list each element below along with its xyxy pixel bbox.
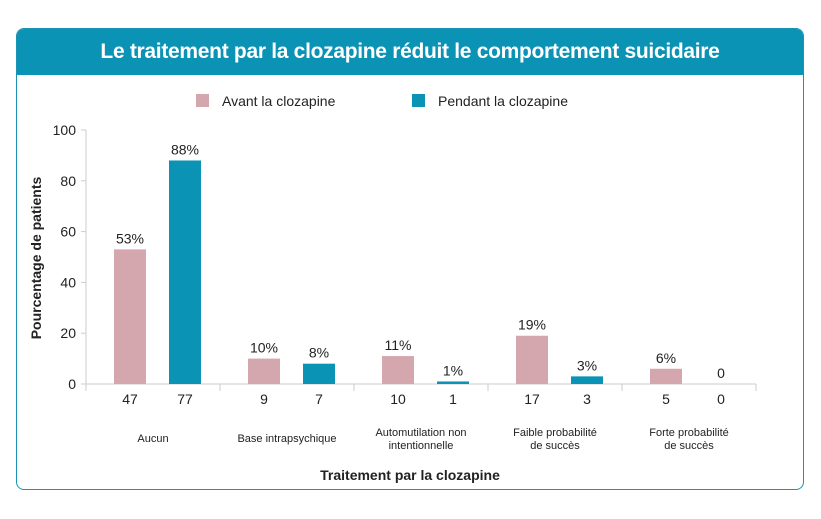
y-tick-label: 100 [53, 122, 77, 138]
bar-pendant [437, 381, 469, 384]
bar-count-label: 17 [524, 391, 540, 407]
bar-count-label: 5 [662, 391, 670, 407]
bar-value-label: 1% [443, 362, 463, 378]
bar-pendant [303, 363, 335, 384]
y-tick-label: 40 [60, 274, 76, 290]
bar-count-label: 0 [717, 391, 725, 407]
bar-count-label: 3 [583, 391, 591, 407]
x-category-label: de succès [664, 440, 714, 452]
bar-value-label: 0 [717, 365, 725, 381]
bar-avant [516, 335, 548, 384]
x-category-label: Automutilation non [375, 427, 466, 439]
bar-avant [650, 368, 682, 384]
bar-count-label: 9 [260, 391, 268, 407]
bar-count-label: 7 [315, 391, 323, 407]
y-tick-label: 20 [60, 325, 76, 341]
bar-value-label: 8% [309, 345, 329, 361]
bar-value-label: 53% [116, 230, 144, 246]
bar-value-label: 10% [250, 340, 278, 356]
x-category-label: Aucun [137, 433, 168, 445]
chart-title: Le traitement par la clozapine réduit le… [17, 29, 803, 75]
legend-swatch-pendant [412, 94, 425, 107]
y-tick-label: 60 [60, 224, 76, 240]
bar-pendant [169, 160, 201, 384]
x-axis-title: Traitement par la clozapine [320, 467, 500, 483]
bar-avant [248, 358, 280, 384]
bar-count-label: 47 [122, 391, 138, 407]
y-tick-label: 0 [68, 376, 76, 392]
legend-swatch-avant [196, 94, 209, 107]
bar-count-label: 1 [449, 391, 457, 407]
x-category-label: intentionnelle [389, 440, 454, 452]
legend-label: Avant la clozapine [222, 93, 336, 109]
y-tick-label: 80 [60, 173, 76, 189]
y-axis-title: Pourcentage de patients [28, 176, 44, 339]
bar-avant [114, 249, 146, 384]
bar-avant [382, 356, 414, 384]
x-category-label: Faible probabilité [513, 427, 597, 439]
bar-value-label: 19% [518, 317, 546, 333]
x-category-label: de succès [530, 440, 580, 452]
bar-pendant [571, 376, 603, 384]
bar-value-label: 3% [577, 357, 597, 373]
bar-count-label: 77 [177, 391, 193, 407]
legend-label: Pendant la clozapine [438, 93, 568, 109]
bar-count-label: 10 [390, 391, 406, 407]
bar-value-label: 6% [656, 350, 676, 366]
chart-card: Le traitement par la clozapine réduit le… [16, 28, 804, 490]
bar-value-label: 88% [171, 141, 199, 157]
x-category-label: Forte probabilité [649, 427, 729, 439]
bar-value-label: 11% [385, 337, 412, 353]
x-category-label: Base intrapsychique [237, 433, 336, 445]
